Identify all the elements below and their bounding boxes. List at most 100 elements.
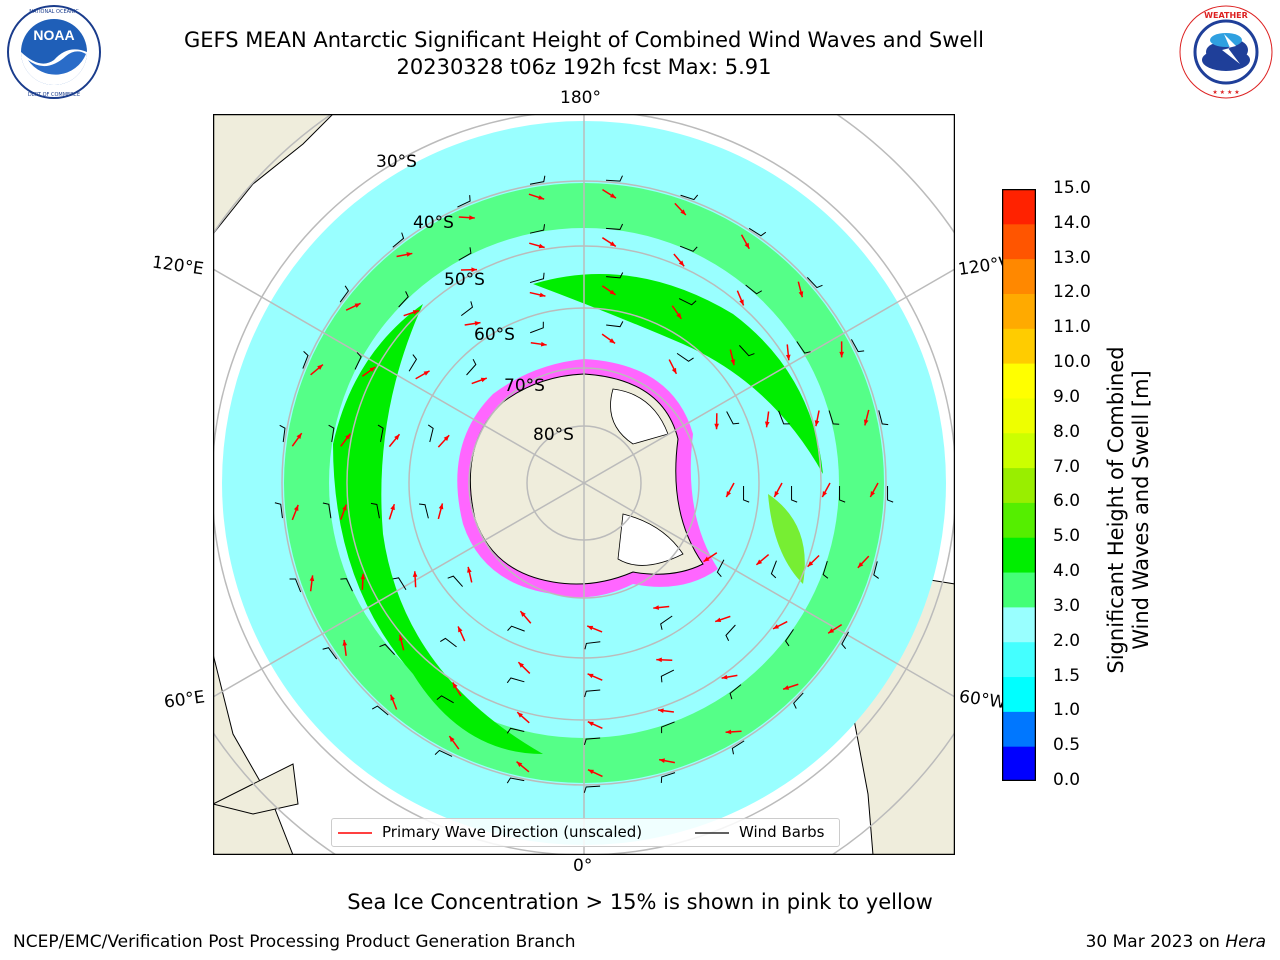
wave-arrow-head	[317, 364, 323, 370]
credit-machine: Hera	[1225, 932, 1266, 952]
svg-text:WEATHER: WEATHER	[1204, 11, 1248, 20]
colorbar-bin	[1002, 293, 1036, 329]
wave-arrow-head	[822, 491, 828, 498]
land-australia	[213, 114, 334, 235]
wave-arrow-head	[863, 419, 869, 426]
lon-label-0: 0°	[573, 856, 593, 876]
colorbar-tick-label: 7.0	[1053, 456, 1081, 477]
colorbar-label-line2: Wind Waves and Swell [m]	[1129, 370, 1153, 650]
wind-barb	[440, 637, 457, 648]
svg-text:NOAA: NOAA	[33, 27, 74, 43]
wave-arrow-head	[394, 434, 400, 440]
wave-arrow-head	[458, 626, 463, 633]
wind-barb	[302, 351, 309, 369]
lon-label-120e: 120°E	[150, 252, 205, 280]
wave-arrow-head	[538, 243, 545, 249]
wind-barb	[841, 631, 850, 650]
lat-label-40s: 40°S	[413, 213, 454, 233]
wave-arrow-head	[730, 359, 736, 366]
wave-arrow-head	[412, 310, 419, 315]
wind-barb	[678, 298, 697, 306]
polar-map	[213, 114, 955, 855]
lat-label-70s: 70°S	[504, 376, 545, 396]
wind-barb	[289, 578, 302, 593]
svg-text:NATIONAL OCEANIC: NATIONAL OCEANIC	[29, 9, 79, 15]
wind-barb	[661, 721, 675, 734]
wind-barb	[379, 643, 396, 655]
wave-arrow-head	[659, 758, 665, 763]
wave-arrow-head	[539, 292, 546, 298]
svg-text:DEPT OF COMMERCE: DEPT OF COMMERCE	[28, 92, 80, 98]
colorbar-bin	[1002, 363, 1036, 399]
wave-arrow-head	[680, 209, 686, 216]
wind-barb	[584, 641, 601, 650]
colorbar-bin	[1002, 189, 1036, 225]
colorbar-label-line1: Significant Height of Combined	[1104, 346, 1128, 674]
wave-arrow-head	[540, 341, 547, 347]
wind-barb	[676, 352, 694, 362]
wind-barb	[796, 341, 811, 354]
wave-arrow-head	[516, 761, 523, 767]
wind-barb	[660, 669, 675, 683]
waves-5m-patch	[768, 494, 805, 584]
colorbar-tick-label: 0.0	[1053, 770, 1081, 790]
wave-arrow-head	[296, 433, 302, 440]
credit-date-text: 30 Mar 2023 on	[1085, 932, 1220, 952]
sea-ice-note: Sea Ice Concentration > 15% is shown in …	[347, 890, 933, 914]
wave-arrow-head	[609, 338, 616, 344]
wave-arrow-head	[467, 566, 472, 573]
colorbar-tick-label: 3.0	[1053, 595, 1081, 616]
wave-arrow-head	[678, 260, 685, 267]
colorbar-tick-label: 8.0	[1053, 421, 1081, 442]
legend-wave-label: Primary Wave Direction (unscaled)	[382, 823, 643, 841]
wave-arrow-head	[609, 289, 616, 295]
wind-barb	[729, 684, 742, 700]
wave-arrow-head	[520, 611, 526, 617]
wind-barb	[460, 301, 474, 316]
wave-arrow-head	[443, 435, 450, 441]
credit-branch: NCEP/EMC/Verification Post Processing Pr…	[13, 932, 576, 952]
colorbar-tick-label: 1.5	[1053, 665, 1081, 686]
chart-title: GEFS MEAN Antarctic Significant Height o…	[183, 28, 985, 52]
colorbar-tick-label: 11.0	[1053, 317, 1091, 338]
wind-barb	[731, 740, 745, 755]
wind-barb	[322, 647, 338, 660]
wind-barb	[660, 772, 676, 783]
wave-arrow-head	[398, 634, 404, 641]
wave-arrow-head	[390, 694, 395, 701]
wind-barb	[850, 339, 865, 353]
wind-barb	[506, 727, 525, 734]
wind-barb	[506, 677, 525, 684]
wave-arrow-head	[828, 628, 835, 634]
nws-logo: WEATHER ★ ★ ★ ★	[1179, 5, 1273, 99]
wind-barb	[583, 785, 601, 793]
wind-barb	[748, 227, 767, 237]
wind-barb	[679, 245, 698, 252]
wave-arrow-head	[857, 562, 864, 568]
wave-arrow-head	[390, 504, 395, 511]
wave-arrow-head	[676, 313, 682, 319]
wind-barb	[873, 561, 879, 579]
wave-arrow-head	[369, 366, 376, 373]
wind-barb	[392, 577, 407, 591]
wave-arrow-head	[342, 639, 348, 646]
colorbar-bin	[1002, 432, 1036, 469]
colorbar-label: Significant Height of Combined Wind Wave…	[1104, 300, 1154, 720]
lon-label-60e: 60°E	[162, 687, 207, 713]
wave-arrow-head	[309, 575, 315, 582]
wind-barb	[606, 223, 624, 230]
wind-barb	[529, 272, 545, 284]
wave-arrow-head	[773, 624, 779, 629]
wave-arrow-head	[452, 682, 458, 689]
wind-barb	[716, 559, 725, 578]
wind-barb	[839, 485, 846, 503]
wave-arrow-head	[587, 625, 594, 631]
wave-arrow-head	[764, 421, 770, 428]
colorbar-bin	[1002, 328, 1036, 364]
colorbar-bin	[1002, 641, 1036, 678]
wave-arrow-head	[671, 367, 677, 374]
colorbar-tick-label: 6.0	[1053, 491, 1081, 512]
wave-arrow-head	[354, 303, 361, 308]
noaa-logo: NOAA NATIONAL OCEANIC DEPT OF COMMERCE	[7, 5, 101, 99]
wave-arrow-head	[721, 674, 728, 680]
